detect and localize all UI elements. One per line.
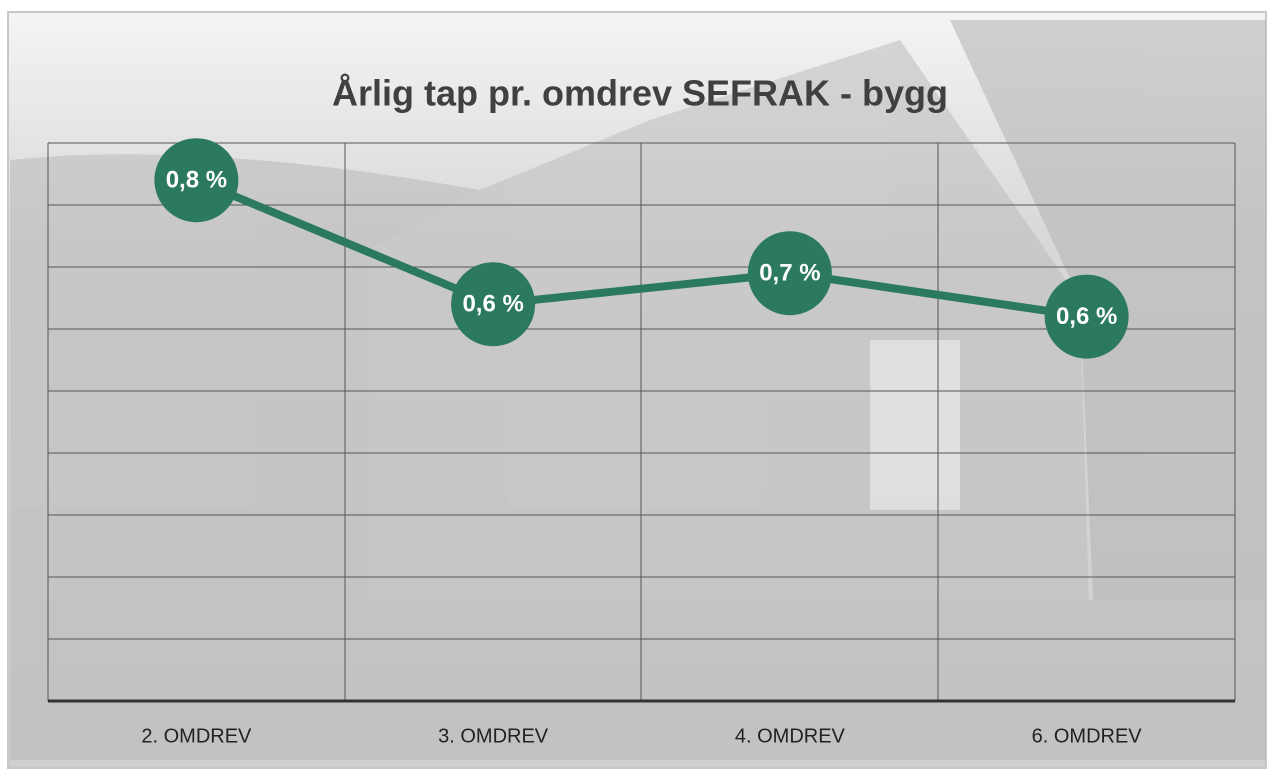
data-label: 0,7 %: [759, 260, 820, 287]
chart-title: Årlig tap pr. omdrev SEFRAK - bygg: [332, 73, 948, 114]
x-tick-label: 4. OMDREV: [735, 725, 846, 747]
x-tick-label: 2. OMDREV: [141, 725, 252, 747]
data-label: 0,6 %: [1056, 303, 1117, 330]
window: [870, 340, 960, 510]
chart: Årlig tap pr. omdrev SEFRAK - bygg 2. OM…: [0, 0, 1274, 773]
data-label: 0,8 %: [166, 167, 227, 194]
x-tick-label: 3. OMDREV: [438, 725, 549, 747]
x-tick-label: 6. OMDREV: [1032, 725, 1143, 747]
page: Årlig tap pr. omdrev SEFRAK - bygg 2. OM…: [0, 0, 1274, 773]
data-label: 0,6 %: [462, 291, 523, 318]
